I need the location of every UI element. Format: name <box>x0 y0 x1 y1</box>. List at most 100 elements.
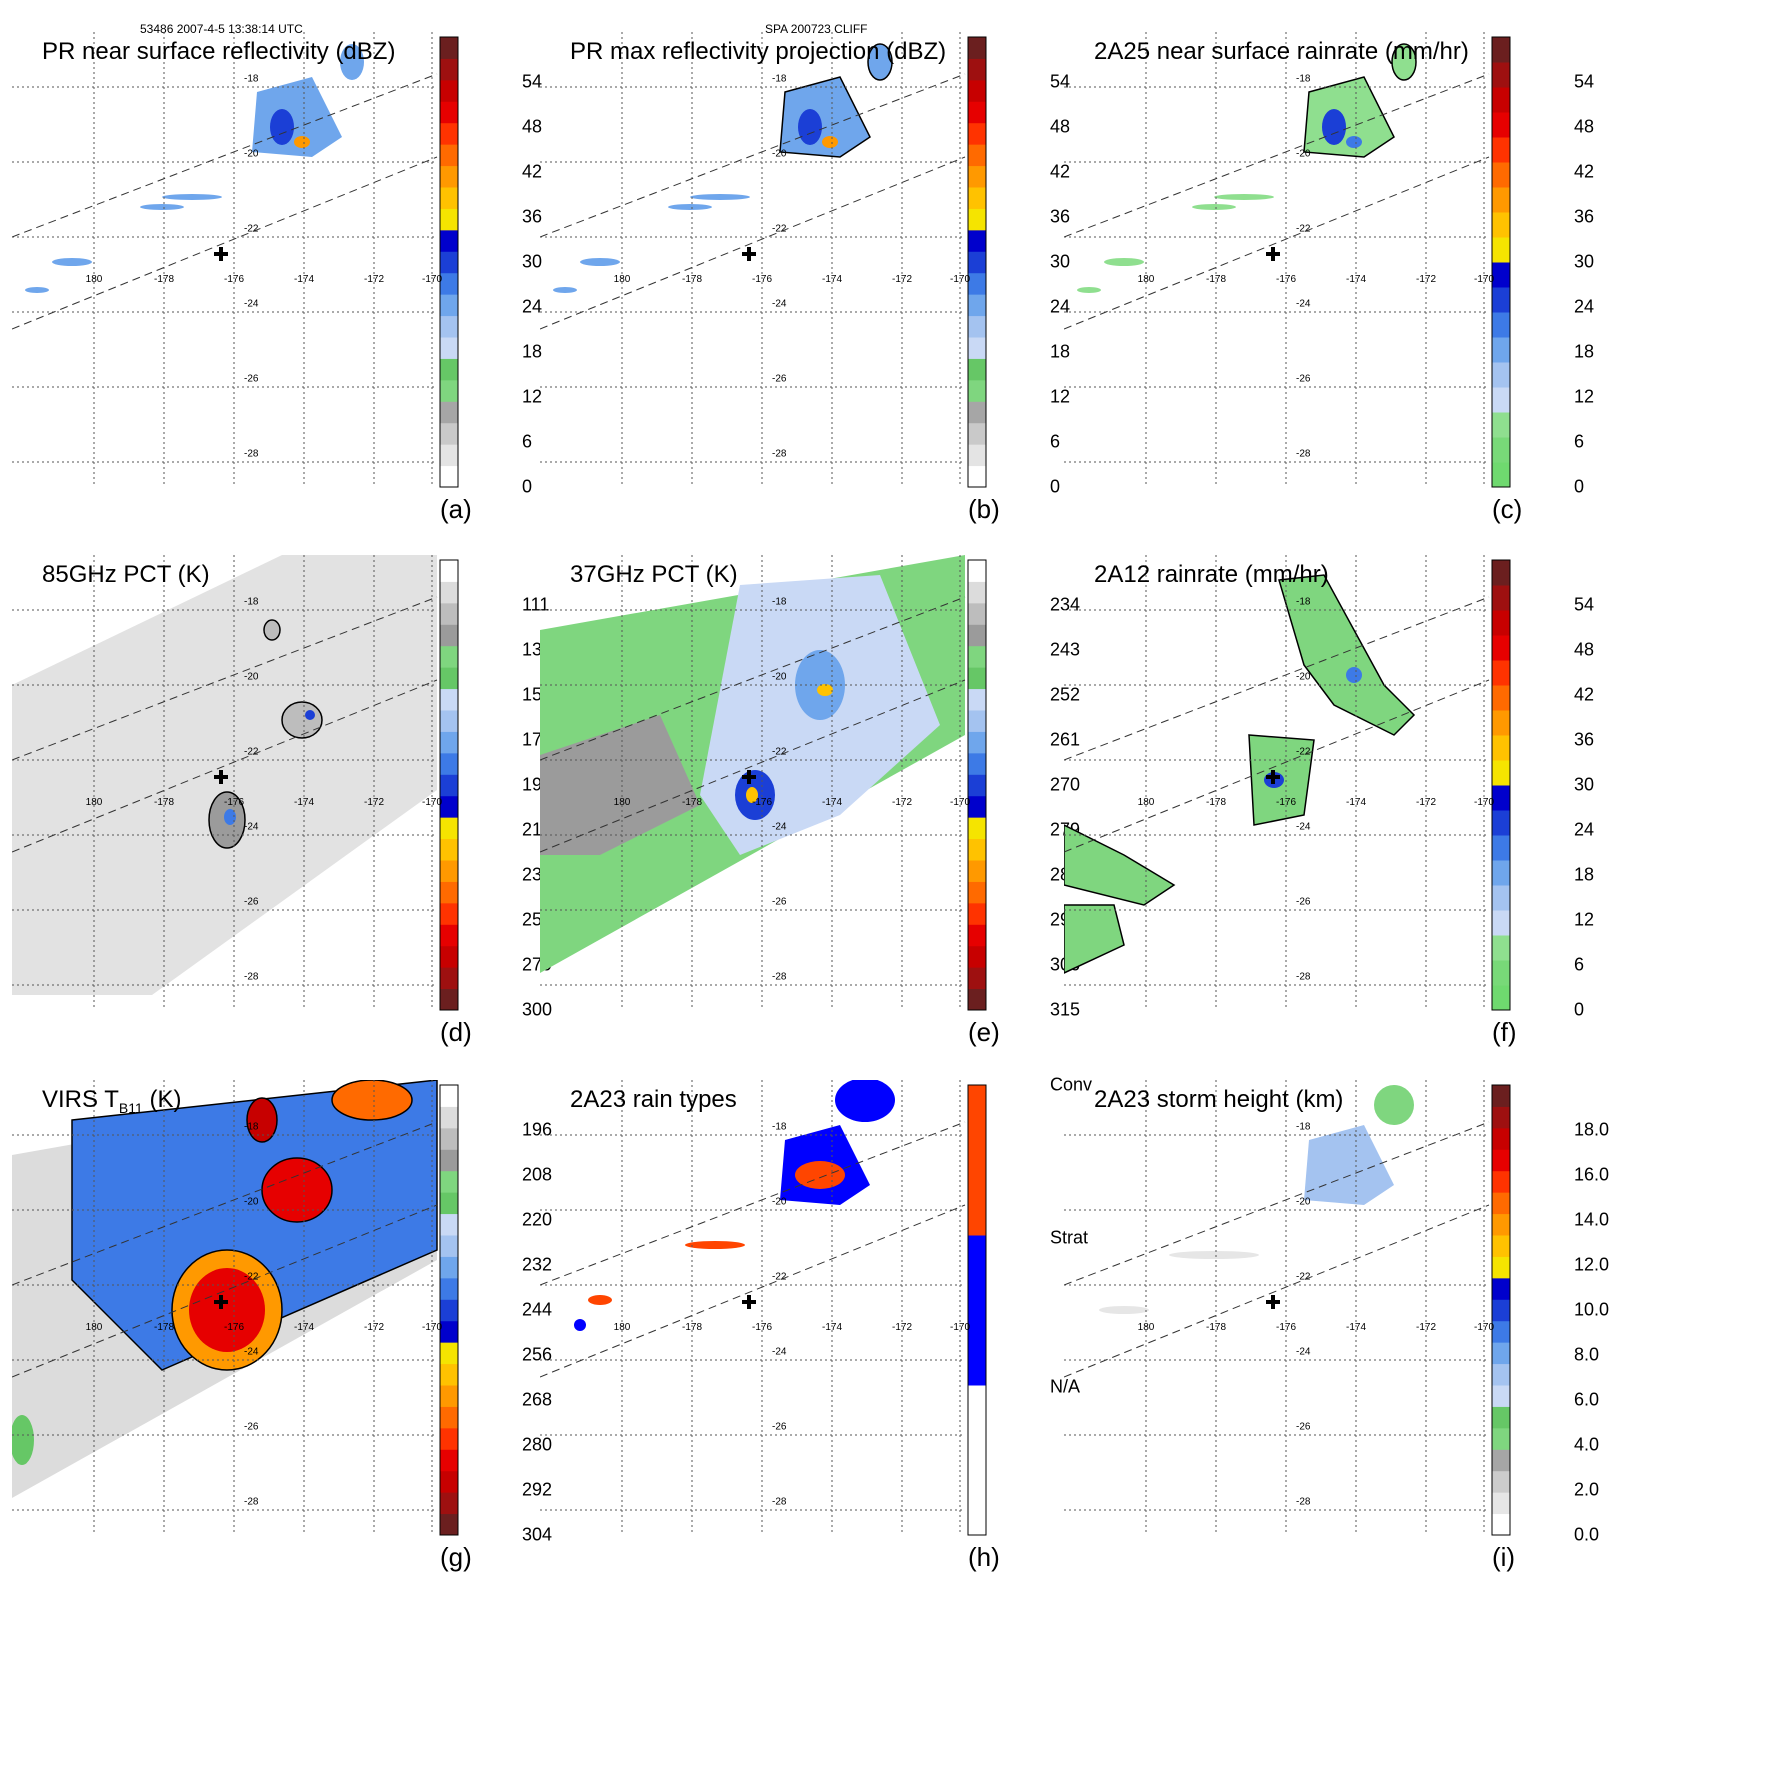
rain-streak-1 <box>668 204 712 210</box>
colorbar-tick: 12 <box>1050 386 1071 407</box>
colorbar-swatch <box>440 1342 458 1365</box>
storm-center-marker <box>214 770 228 784</box>
lat-label: -26 <box>244 1421 259 1433</box>
lon-label: -178 <box>153 1322 175 1333</box>
height-band-main <box>1304 1125 1394 1205</box>
colorbar-swatch <box>440 315 458 338</box>
colorbar-swatch <box>440 101 458 124</box>
colorbar-tick: 244 <box>522 1299 553 1320</box>
panel-title: PR near surface reflectivity (dBZ) <box>42 38 396 65</box>
colorbar-swatch <box>440 881 458 904</box>
scene-height <box>1099 1085 1414 1314</box>
panel-a: 54 48 42 36 30 24 18 12 6 0 180 -178 -176 -174 -172 -17… <box>12 32 572 592</box>
colorbar-swatch <box>440 688 458 711</box>
colorbar-swatch <box>440 560 458 582</box>
rain-streak-4 <box>1077 287 1101 293</box>
colorbar-frame <box>439 1084 459 1536</box>
colorbar-swatch <box>440 122 458 145</box>
colorbar-swatch <box>440 165 458 188</box>
height-streak-1 <box>1169 1251 1259 1259</box>
panel-label: (h) <box>968 1542 1000 1572</box>
colorbar-swatch <box>968 688 986 711</box>
lat-label: -22 <box>244 223 259 235</box>
lat-label: -24 <box>1296 821 1311 833</box>
colorbar-swatch <box>968 101 986 124</box>
lon-label: -170 <box>421 1322 443 1333</box>
colorbar-swatch <box>968 379 986 402</box>
lat-label: -22 <box>772 223 787 235</box>
lon-label: -178 <box>681 797 703 808</box>
colorbar-swatch <box>1492 1406 1510 1429</box>
colorbar-swatch <box>968 315 986 338</box>
colorbar-swatch <box>968 860 986 882</box>
colorbar-swatch <box>968 1085 986 1236</box>
lon-label: -176 <box>223 1322 245 1333</box>
colorbar-swatch <box>1492 585 1510 611</box>
tmi-band-north <box>1278 574 1416 736</box>
swath-edge-north <box>540 73 966 238</box>
scene-pr <box>25 44 364 293</box>
lon-label: 180 <box>1137 797 1155 808</box>
lon-label: -170 <box>1473 797 1495 808</box>
lat-label: -22 <box>244 746 259 758</box>
colorbar-swatch <box>1492 137 1510 163</box>
map-b <box>540 32 987 488</box>
stratiform-region-ne <box>835 1080 895 1122</box>
lon-label: -174 <box>821 797 843 808</box>
storm-center-marker <box>214 247 228 261</box>
colorbar-swatch <box>440 422 458 445</box>
panel-e: 234243252261270279288297306315180-178-17… <box>540 555 1100 1115</box>
colorbar-swatch <box>1492 735 1510 761</box>
lon-label: -176 <box>1275 274 1297 285</box>
colorbar-e <box>967 559 987 1011</box>
colorbar-tick: 30 <box>522 251 543 272</box>
colorbar-swatch <box>968 422 986 445</box>
colorbar-swatch <box>1492 1235 1510 1257</box>
lat-label: -26 <box>244 896 259 908</box>
colorbar-swatch <box>1492 1213 1510 1236</box>
lon-label: -172 <box>1415 1322 1437 1333</box>
lon-label: -178 <box>1205 1322 1227 1333</box>
colorbar-tick: 12 <box>1574 386 1595 407</box>
colorbar-swatch <box>968 774 986 797</box>
colorbar-tick: 8.0 <box>1574 1344 1600 1365</box>
rain-core-2 <box>1346 136 1362 148</box>
colorbar-swatch <box>968 731 986 754</box>
colorbar-swatch <box>1492 1106 1510 1129</box>
colorbar-swatch <box>1492 885 1510 911</box>
panel-label: (b) <box>968 494 1000 524</box>
colorbar-tick: 280 <box>522 1434 553 1455</box>
map-d <box>12 555 459 1011</box>
lat-label: -20 <box>772 671 787 683</box>
lat-label: -26 <box>1296 1421 1311 1433</box>
colorbar-swatch <box>1492 112 1510 138</box>
lat-label: -28 <box>772 1496 787 1508</box>
panel-label: (a) <box>440 494 472 524</box>
swath-edge-south <box>12 156 438 330</box>
colorbar-tick: 42 <box>1574 684 1595 705</box>
colorbar-tick: 48 <box>1574 639 1595 660</box>
colorbar-swatch <box>1492 312 1510 338</box>
colorbar-swatch <box>440 1256 458 1279</box>
storm-center-marker <box>742 770 756 784</box>
lon-label: -174 <box>293 1322 315 1333</box>
lon-label: -176 <box>223 274 245 285</box>
rain-streak-1 <box>140 204 184 210</box>
colorbar-swatch <box>440 187 458 209</box>
map-c <box>1064 32 1511 488</box>
rain-streak-4 <box>553 287 577 293</box>
colorbar-swatch <box>968 272 986 295</box>
lon-label: -176 <box>751 1322 773 1333</box>
colorbar-swatch <box>968 924 986 947</box>
colorbar-tick: Conv <box>1050 1074 1093 1095</box>
rain-core-1 <box>270 109 294 145</box>
rain-cell-ne <box>867 43 893 81</box>
colorbar-tick: 16.0 <box>1574 1164 1610 1185</box>
colorbar-swatch <box>440 581 458 604</box>
colorbar-tick: 234 <box>1050 594 1081 615</box>
colorbar-swatch <box>1492 810 1510 836</box>
lon-label: -176 <box>223 797 245 808</box>
lat-label: -26 <box>244 373 259 385</box>
colorbar-tick: 0 <box>1574 999 1585 1020</box>
lon-label: -172 <box>891 797 913 808</box>
